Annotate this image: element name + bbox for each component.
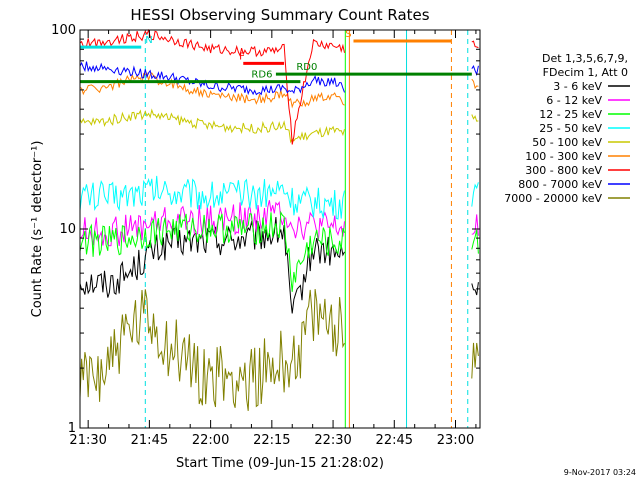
chart-title: HESSI Observing Summary Count Rates <box>130 6 429 24</box>
series-lines <box>79 28 479 411</box>
flag-bars: N F RD6 RD0 S <box>80 29 472 84</box>
series-line-1 <box>79 200 479 247</box>
series-line-3 <box>79 175 479 220</box>
flag-label-f: F <box>239 51 245 62</box>
legend-label-3: 25 - 50 keV <box>539 122 602 135</box>
legend-label-7: 800 - 7000 keV <box>518 178 602 191</box>
series-line-2 <box>79 210 479 292</box>
legend-label-5: 100 - 300 keV <box>525 150 602 163</box>
x-tick-label-2: 22:00 <box>192 433 229 448</box>
x-tick-label-1: 21:45 <box>131 433 168 448</box>
series-line-4 <box>79 108 479 144</box>
flag-label-rd6: RD6 <box>251 70 272 81</box>
x-tick-label-4: 22:30 <box>314 433 351 448</box>
legend-label-0: 3 - 6 keV <box>553 80 602 93</box>
series-line-8 <box>79 289 479 411</box>
y-tick-label-1: 10 <box>59 222 76 237</box>
x-tick-label-3: 22:15 <box>253 433 290 448</box>
x-tick-label-6: 23:00 <box>437 433 474 448</box>
y-tick-label-0: 1 <box>68 421 76 436</box>
legend-label-6: 300 - 800 keV <box>525 164 602 177</box>
legend-label-1: 6 - 12 keV <box>546 94 602 107</box>
x-tick-label-0: 21:30 <box>69 433 106 448</box>
legend-header-1: FDecim 1, Att 0 <box>543 66 628 79</box>
flag-label-s: S <box>345 29 351 40</box>
data-area: N F RD6 RD0 S <box>79 28 479 428</box>
series-line-5 <box>79 72 479 109</box>
series-line-7 <box>79 61 479 96</box>
legend-header-0: Det 1,3,5,6,7,9, <box>542 52 628 65</box>
y-tick-label-2: 100 <box>51 23 76 38</box>
flag-label-rd0: RD0 <box>296 62 317 73</box>
footer-date: 9-Nov-2017 03:24 <box>564 468 636 477</box>
legend: Det 1,3,5,6,7,9,FDecim 1, Att 03 - 6 keV… <box>504 52 630 205</box>
x-tick-label-5: 22:45 <box>376 433 413 448</box>
legend-label-2: 12 - 25 keV <box>539 108 602 121</box>
series-line-6 <box>79 28 479 145</box>
axes: 21:30 21:45 22:00 22:15 22:30 22:45 23:00 1 10 10… <box>51 23 480 448</box>
y-axis-label: Count Rate (s⁻¹ detector⁻¹) <box>30 141 45 318</box>
legend-label-4: 50 - 100 keV <box>532 136 602 149</box>
legend-label-8: 7000 - 20000 keV <box>504 192 602 205</box>
x-axis-label: Start Time (09-Jun-15 21:28:02) <box>176 456 384 471</box>
flag-label-n: N <box>145 35 152 46</box>
